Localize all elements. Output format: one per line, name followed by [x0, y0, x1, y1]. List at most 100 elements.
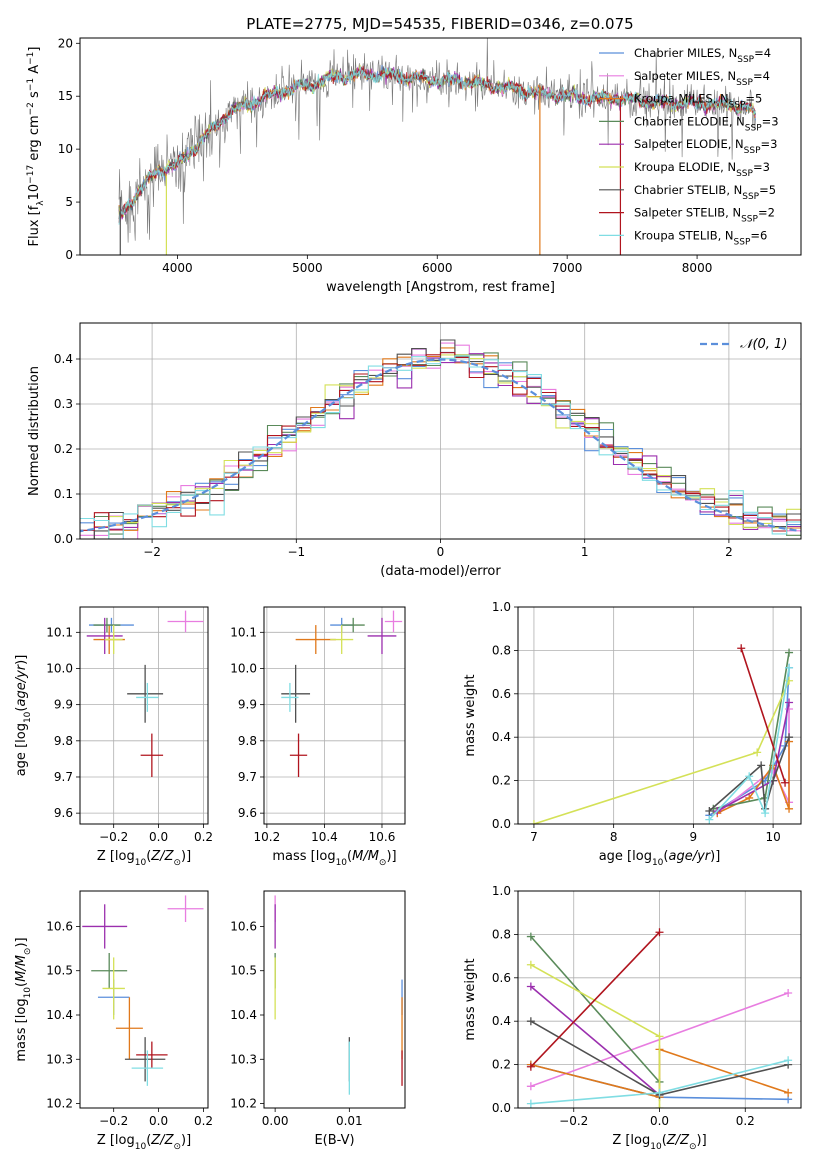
x-tick-label: 4000	[162, 261, 193, 275]
errorbar-kroupa-miles	[115, 997, 143, 1060]
axes-frame: 7 8 9 10 0.0 0.2 0.4 0.6 0.8 1.0 mass weight age [l…	[463, 600, 802, 868]
data-point	[781, 778, 790, 787]
observed-spectrum	[118, 38, 756, 243]
y-tick-label: 20	[58, 36, 73, 50]
x-tick-label: 10	[765, 830, 780, 844]
errorbar-salpeter-stelib	[289, 733, 308, 777]
data-point	[784, 1056, 793, 1065]
data-point	[526, 1082, 535, 1091]
series-line	[530, 964, 661, 1108]
errorbar-kroupa-stelib	[131, 1050, 164, 1086]
data-point	[526, 1062, 535, 1071]
y-axis-label: Flux [fλ10−17 erg cm−2 s−1 A−1]	[26, 47, 46, 247]
y-tick-label: 10.6	[230, 919, 257, 933]
errorbar-salpeter-miles	[384, 610, 403, 633]
y-tick-label: 0.3	[54, 397, 73, 411]
data-point	[529, 820, 538, 824]
chart-age-vs-Z: −0.2 0.0 0.2 9.6 9.7 9.8 9.9 10.0 10.1 age [log10…	[14, 606, 213, 868]
errorbar-kroupa-elodie	[104, 625, 123, 655]
x-axis-label: Z [log10(Z/Z⊙)]	[97, 1133, 191, 1152]
y-axis-label: mass [log10(M/M⊙)]	[14, 937, 33, 1061]
plot-area	[274, 895, 403, 1095]
model-spectrum-kroupa-stelib	[118, 66, 756, 225]
data-point	[705, 806, 714, 815]
y-tick-label: 1.0	[492, 600, 511, 614]
x-tick-label: 10.6	[369, 830, 396, 844]
y-tick-label: 10.1	[230, 625, 257, 639]
y-tick-label: 0.2	[54, 442, 73, 456]
y-tick-label: 0.0	[492, 817, 511, 831]
axes-frame: 0.00 0.01 10.2 10.3 10.4 10.5 10.6 E(B-V)	[230, 890, 406, 1148]
y-tick-label: 10.5	[46, 964, 73, 978]
legend-label-salpeter-miles: Salpeter MILES, NSSP=4	[634, 69, 770, 88]
plot-area	[82, 895, 204, 1086]
chart-residual-histogram: −2 −1 0 1 2 0.0 0.1 0.2 0.3 0.4 𝒩(0, 1) (data-model…	[27, 322, 802, 579]
errorbar-salpeter-elodie	[82, 904, 128, 949]
errorbar-chabrier-stelib	[281, 664, 311, 723]
errorbar-salpeter-stelib	[140, 733, 164, 777]
data-point	[785, 804, 794, 813]
axes-frame: −0.2 0.0 0.2 10.2 10.3 10.4 10.5 10.6 mass [log1…	[14, 890, 213, 1152]
data-point	[784, 988, 793, 997]
x-tick-label: 2	[725, 545, 733, 559]
errorbar-chabrier-elodie	[91, 953, 128, 989]
x-tick-label: 0.2	[194, 830, 213, 844]
y-tick-label: 0.4	[492, 1014, 511, 1028]
axes-border	[79, 37, 802, 256]
x-tick-label: 0.01	[336, 1114, 363, 1128]
y-tick-label: 9.8	[238, 734, 257, 748]
axes-border	[263, 606, 406, 825]
chart-spectrum: 4000 5000 6000 7000 8000 0 5 10 15 20 Chabrier MIL…	[26, 36, 802, 295]
series-line	[740, 647, 786, 784]
axes-frame: 4000 5000 6000 7000 8000 0 5 10 15 20 Chabrier MIL…	[26, 36, 802, 295]
data-point	[785, 698, 794, 707]
x-tick-label: −2	[143, 545, 161, 559]
errorbar-salpeter-stelib	[136, 1041, 168, 1069]
series-line	[708, 667, 790, 821]
y-axis-label: mass weight	[463, 674, 478, 756]
y-tick-label: 9.6	[238, 806, 257, 820]
y-tick-label: 0.6	[492, 971, 511, 985]
plot-area	[529, 644, 794, 824]
x-axis-label: Z [log10(Z/Z⊙)]	[612, 1133, 706, 1152]
x-tick-label: 8000	[682, 261, 713, 275]
y-tick-label: 9.9	[54, 698, 73, 712]
data-point	[785, 663, 794, 672]
x-tick-label: 8	[610, 830, 618, 844]
errorbar-salpeter-elodie	[86, 617, 123, 655]
series-salpeter-stelib	[526, 928, 664, 1071]
figure-title: PLATE=2775, MJD=54535, FIBERID=0346, z=0…	[246, 15, 633, 33]
errorbar-salpeter-elodie	[367, 617, 397, 655]
y-tick-label: 0.4	[54, 352, 73, 366]
y-tick-label: 0.0	[54, 532, 73, 546]
legend-label-chabrier-miles: Chabrier MILES, NSSP=4	[634, 46, 771, 65]
x-tick-label: 0	[437, 545, 445, 559]
x-axis-label: Z [log10(Z/Z⊙)]	[97, 849, 191, 868]
legend-label-chabrier-elodie: Chabrier ELODIE, NSSP=3	[634, 114, 779, 133]
errorbar-kroupa-elodie	[102, 957, 125, 1020]
plot-area	[86, 610, 204, 777]
y-tick-label: 9.6	[54, 806, 73, 820]
x-tick-label: −0.2	[99, 1114, 128, 1128]
data-point	[737, 644, 746, 653]
axes-border	[79, 606, 209, 825]
y-tick-label: 10.2	[46, 1097, 73, 1111]
data-point	[745, 772, 754, 781]
y-tick-label: 10.3	[46, 1052, 73, 1066]
x-axis-label: wavelength [Angstrom, rest frame]	[326, 280, 555, 295]
legend-label-kroupa-stelib: Kroupa STELIB, NSSP=6	[634, 228, 767, 247]
data-point	[526, 1017, 535, 1026]
y-tick-label: 9.9	[238, 698, 257, 712]
y-tick-label: 0.6	[492, 687, 511, 701]
data-point	[785, 648, 794, 657]
data-point	[655, 928, 664, 937]
errorbar-salpeter-miles	[167, 895, 204, 922]
plot-area	[526, 928, 793, 1108]
errorbar-kroupa-elodie	[330, 625, 354, 655]
x-tick-label: 0.0	[149, 830, 168, 844]
plot-area	[118, 38, 756, 255]
y-tick-label: 15	[58, 89, 73, 103]
legend-label-kroupa-miles: Kroupa MILES, NSSP=5	[634, 92, 762, 111]
chart-mass-vs-Z: −0.2 0.0 0.2 10.2 10.3 10.4 10.5 10.6 mass [log1…	[14, 890, 213, 1152]
